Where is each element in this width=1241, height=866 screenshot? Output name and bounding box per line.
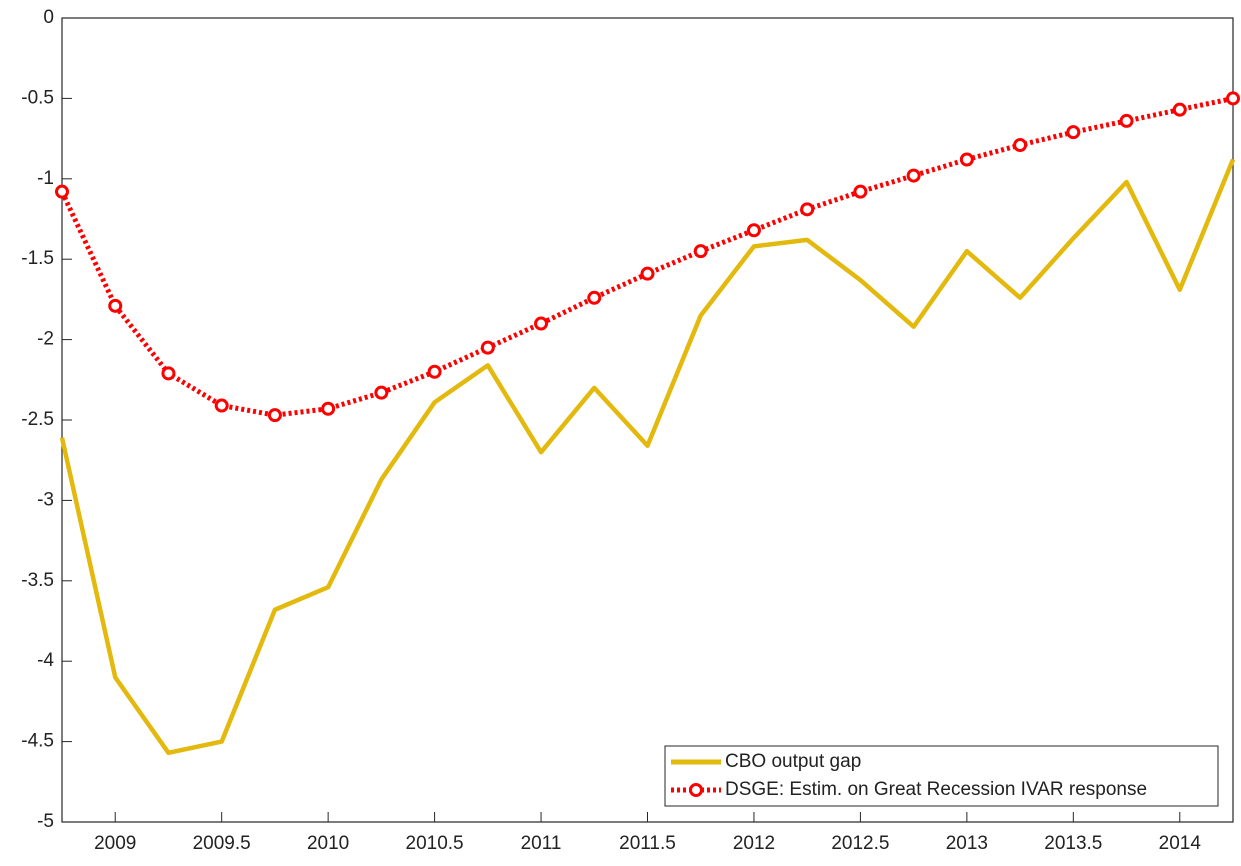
marker	[1119, 113, 1134, 128]
y-tick-label: -3.5	[21, 570, 54, 591]
marker	[1066, 125, 1081, 140]
marker	[480, 340, 495, 355]
series-line	[59, 158, 1236, 756]
y-tick-label: -1.5	[21, 248, 54, 269]
legend-marker	[689, 783, 703, 797]
y-tick-label: -3	[37, 489, 54, 510]
y-tick-label: -5	[37, 811, 54, 832]
x-tick-label: 2011	[521, 833, 562, 854]
x-tick-label: 2013.5	[1044, 833, 1102, 854]
x-tick-label: 2013	[946, 833, 988, 854]
x-tick-label: 2011.5	[619, 833, 676, 854]
marker	[1172, 102, 1187, 117]
y-tick-label: -4.5	[21, 731, 54, 752]
marker	[374, 385, 389, 400]
x-tick-label: 2010.5	[406, 833, 464, 854]
marker	[161, 366, 176, 381]
marker	[427, 364, 442, 379]
marker	[321, 401, 336, 416]
x-tick-label: 2009.5	[193, 833, 251, 854]
marker	[1013, 138, 1028, 153]
marker	[534, 316, 549, 331]
marker	[746, 223, 761, 238]
marker	[1226, 91, 1240, 106]
marker	[800, 202, 815, 217]
y-tick-label: -0.5	[21, 87, 54, 108]
y-tick-label: -4	[37, 650, 54, 671]
marker	[108, 298, 123, 313]
marker	[640, 266, 655, 281]
marker	[267, 408, 282, 423]
series-line	[59, 95, 1234, 418]
legend-box	[664, 745, 1219, 807]
marker	[587, 290, 602, 305]
legend-label: DSGE: Estim. on Great Recession IVAR res…	[725, 779, 1147, 800]
marker	[853, 184, 868, 199]
marker	[214, 398, 229, 413]
y-tick-label: -1	[37, 168, 54, 189]
x-tick-label: 2009	[94, 833, 136, 854]
y-tick-label: 0	[43, 7, 54, 28]
marker	[906, 168, 921, 183]
x-tick-label: 2014	[1159, 833, 1202, 854]
x-tick-label: 2012	[733, 833, 775, 854]
marker	[693, 244, 708, 259]
plot-area	[61, 17, 1234, 823]
y-tick-label: -2.5	[21, 409, 54, 430]
marker	[959, 152, 974, 167]
marker	[55, 184, 69, 199]
legend-label: CBO output gap	[725, 751, 861, 772]
x-tick-label: 2012.5	[831, 833, 889, 854]
y-tick-label: -2	[37, 329, 54, 350]
x-tick-label: 2010	[307, 833, 349, 854]
